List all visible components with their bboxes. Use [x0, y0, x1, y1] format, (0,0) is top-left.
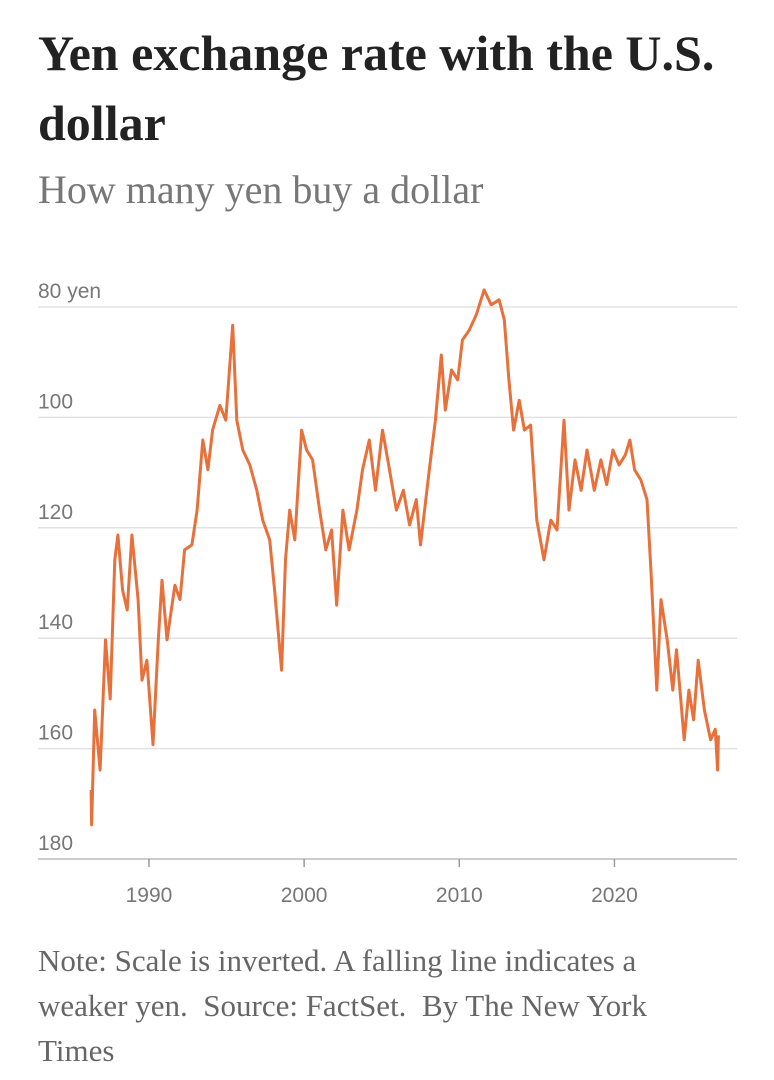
y-tick-label: 140 [38, 611, 73, 634]
y-tick-label: 180 [38, 832, 73, 855]
credit: By The New York Times [38, 988, 647, 1068]
chart-title: Yen exchange rate with the U.S. dollar [38, 25, 715, 151]
footnote: Note: Scale is inverted. A falling line … [38, 938, 658, 1073]
source: Source: FactSet. [203, 988, 407, 1023]
y-tick-label: 160 [38, 722, 73, 745]
x-tick-label: 2000 [281, 884, 328, 907]
x-tick-label: 2010 [436, 884, 483, 907]
line-series [89, 288, 720, 827]
y-tick-label: 120 [38, 501, 73, 524]
chart-subtitle: How many yen buy a dollar [38, 167, 484, 212]
chart: 80 yen 100 120 140 160 180 1990 2000 2010 2020 [38, 280, 737, 907]
note: Note: Scale is inverted. A falling line … [38, 943, 637, 1023]
y-tick-label: 100 [38, 390, 73, 413]
x-tick-label: 1990 [126, 884, 173, 907]
y-tick-label: 80 yen [38, 280, 101, 303]
x-tick-label: 2020 [591, 884, 638, 907]
